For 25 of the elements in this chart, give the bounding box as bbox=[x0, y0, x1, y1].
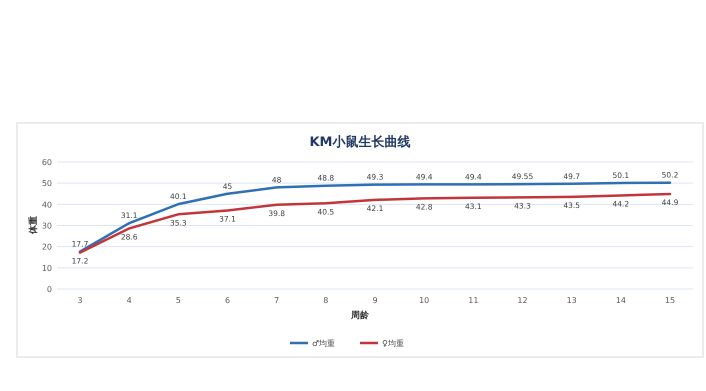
x-tick-label: 7 bbox=[274, 296, 280, 305]
legend-label: ♀均重 bbox=[382, 339, 404, 348]
y-tick-label: 40 bbox=[42, 200, 52, 210]
x-tick-label: 9 bbox=[372, 296, 378, 305]
x-tick-label: 12 bbox=[517, 296, 528, 305]
chart-title: KM小鼠生长曲线 bbox=[309, 134, 411, 150]
x-tick-label: 10 bbox=[419, 296, 430, 305]
y-tick-label: 60 bbox=[42, 158, 52, 167]
x-tick-label: 5 bbox=[176, 296, 181, 305]
x-tick-label: 13 bbox=[566, 296, 577, 305]
y-tick-label: 0 bbox=[46, 285, 52, 294]
x-tick-label: 3 bbox=[77, 296, 83, 305]
x-tick-label: 6 bbox=[224, 296, 230, 305]
x-tick-label: 15 bbox=[664, 296, 676, 305]
y-tick-label: 20 bbox=[42, 242, 52, 252]
x-axis-title: 周龄 bbox=[350, 310, 370, 321]
x-tick-label: 4 bbox=[126, 296, 132, 305]
y-tick-label: 10 bbox=[42, 264, 52, 273]
x-tick-label: 8 bbox=[323, 296, 328, 305]
x-tick-label: 11 bbox=[468, 296, 478, 305]
y-axis-title: 体重 bbox=[28, 216, 39, 235]
x-tick-label: 14 bbox=[616, 296, 626, 305]
y-tick-label: 30 bbox=[42, 222, 52, 230]
y-tick-label: 50 bbox=[42, 179, 52, 188]
legend-label: ♂均重 bbox=[312, 339, 336, 348]
